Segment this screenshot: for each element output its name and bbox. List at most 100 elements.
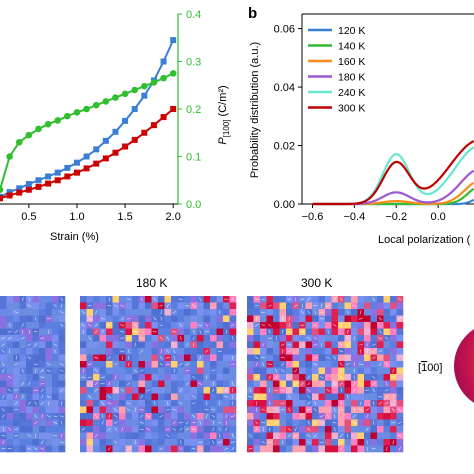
map-arrow (254, 356, 259, 360)
map-cell (32, 354, 40, 362)
map-arrow (319, 318, 324, 320)
map-cell (216, 341, 224, 349)
map-cell (145, 296, 152, 303)
map-arrow (8, 427, 12, 431)
map-arrow (274, 375, 278, 379)
map-arrow (61, 420, 63, 425)
map-arrow (386, 381, 388, 386)
map-cell (223, 406, 230, 414)
map-cell (338, 328, 345, 336)
map-arrow (94, 382, 98, 386)
map-cell (86, 296, 94, 303)
map-arrow (94, 323, 99, 327)
map-cell (260, 367, 267, 375)
map-cell (286, 413, 293, 420)
map-cell (223, 361, 230, 368)
map-arrow (154, 401, 156, 406)
map-cell (260, 413, 267, 420)
map-cell (370, 309, 378, 316)
map-cell (370, 406, 378, 414)
map-cell (253, 432, 261, 440)
panel-b-x-tick-label: −0.2 (385, 211, 407, 223)
map-arrow (254, 305, 259, 307)
map-cell (52, 367, 59, 375)
map-arrow (107, 324, 112, 327)
map-cell (390, 341, 397, 349)
map-cell (99, 354, 107, 362)
map-cell (138, 322, 146, 329)
map-cell (260, 348, 267, 355)
map-arrow (166, 434, 170, 438)
map-arrow (314, 310, 317, 315)
map-cell (299, 400, 306, 407)
map-cell (210, 328, 217, 336)
map-cell (338, 354, 345, 362)
map-arrow (306, 427, 311, 431)
map-cell (93, 400, 100, 407)
map-cell (26, 367, 33, 375)
map-cell (338, 315, 345, 323)
map-cell (351, 309, 358, 316)
map-cell (80, 445, 87, 453)
map-cell (331, 374, 339, 381)
map-cell (197, 361, 204, 368)
map-cell (6, 309, 14, 316)
panel-b-chart: 0.00 0.02 0.04 0.06 −0.6 −0.4 −0.2 0.0 Local pol… (249, 13, 474, 246)
map-arrow (211, 409, 216, 411)
map-cell (357, 374, 365, 381)
map-cell (99, 432, 107, 440)
map-cell (86, 413, 94, 420)
map-cell (390, 445, 397, 453)
map-cell (184, 406, 191, 414)
map-cell (331, 302, 339, 310)
map-cell (6, 400, 14, 407)
map-cell (99, 341, 107, 349)
map-arrow (372, 349, 375, 354)
map-arrow (313, 408, 317, 412)
map-cell (171, 302, 178, 310)
map-cell (216, 413, 224, 420)
map-arrow (334, 407, 336, 412)
map-arrow (120, 304, 125, 307)
map-cell (338, 426, 345, 433)
map-cell (151, 348, 159, 355)
map-arrow (179, 388, 182, 393)
map-arrow (346, 342, 349, 347)
map-cell (45, 426, 53, 433)
map-cell (86, 380, 94, 388)
map-cell (273, 426, 280, 433)
map-arrow (94, 330, 98, 334)
map-cell (273, 400, 280, 407)
map-cell (279, 419, 287, 427)
map-arrow (333, 355, 337, 360)
map-arrow (231, 297, 235, 302)
map-cell (396, 439, 404, 446)
map-cell (351, 315, 358, 323)
map-cell (151, 419, 159, 427)
map-cell (177, 367, 185, 375)
map-cell (80, 400, 87, 407)
map-cell (279, 374, 287, 381)
map-arrow (27, 356, 32, 360)
map-cell (93, 296, 100, 303)
map-cell (80, 335, 87, 342)
map-arrow (34, 343, 38, 347)
map-cell (229, 302, 237, 310)
map-arrow (88, 395, 92, 399)
panel-a-y-tick-label: 0.2 (186, 104, 201, 116)
panel-a-point (93, 146, 100, 153)
map-cell (138, 341, 146, 349)
map-arrow (231, 447, 235, 451)
map-cell (312, 296, 319, 303)
map-arrow (107, 427, 111, 431)
map-cell (99, 367, 107, 375)
map-cell (396, 309, 404, 316)
map-cell (216, 302, 224, 310)
legend-label: 240 K (338, 87, 365, 99)
map-cell (13, 302, 20, 310)
map-arrow (107, 402, 112, 405)
map-cell (299, 335, 306, 342)
map-arrow (185, 363, 190, 366)
map-cell (364, 361, 371, 368)
map-cell (210, 354, 217, 362)
